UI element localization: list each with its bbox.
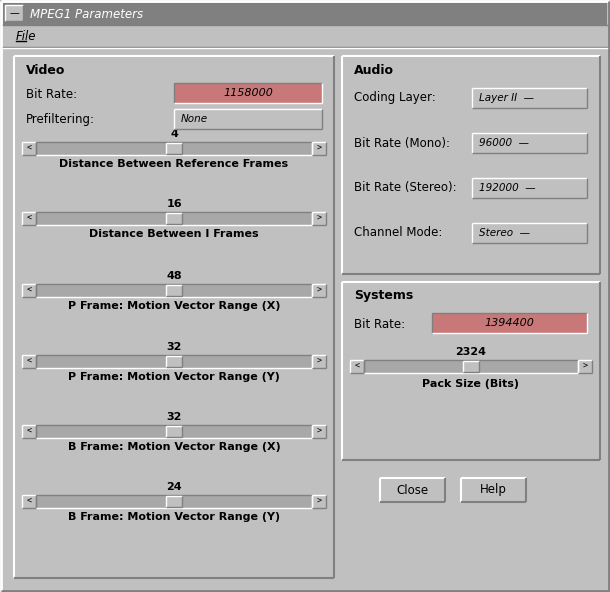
Bar	[166, 426, 182, 437]
Text: Bit Rate:: Bit Rate:	[26, 88, 77, 101]
Text: 16: 16	[166, 199, 182, 209]
Bar	[312, 425, 326, 438]
Bar	[342, 56, 600, 274]
Text: <: <	[26, 214, 32, 223]
Bar	[5, 5, 23, 21]
Text: 24: 24	[166, 482, 182, 492]
Bar	[312, 495, 326, 508]
Text: Channel Mode:: Channel Mode:	[354, 227, 442, 240]
Bar	[22, 142, 36, 155]
Text: Close: Close	[396, 484, 429, 497]
Text: Coding Layer:: Coding Layer:	[354, 92, 436, 105]
Bar	[312, 142, 326, 155]
Bar	[174, 109, 322, 129]
Text: Pack Size (Bits): Pack Size (Bits)	[423, 379, 520, 389]
Text: >: >	[317, 144, 321, 153]
Text: >: >	[317, 427, 321, 436]
Text: Bit Rate:: Bit Rate:	[354, 317, 405, 330]
Text: 1158000: 1158000	[223, 88, 273, 98]
Text: 192000  —: 192000 —	[479, 183, 536, 193]
Text: <: <	[26, 357, 32, 366]
Text: 1394400: 1394400	[484, 318, 534, 328]
Text: >: >	[583, 362, 587, 371]
Text: 96000  —: 96000 —	[479, 138, 529, 148]
Bar	[3, 3, 607, 25]
Text: 2324: 2324	[456, 347, 487, 357]
Bar	[312, 212, 326, 225]
Bar	[14, 56, 334, 578]
Text: Layer II  —: Layer II —	[479, 93, 534, 103]
Bar	[472, 223, 587, 243]
Bar	[432, 313, 587, 333]
Bar	[472, 178, 587, 198]
Bar	[36, 425, 312, 438]
Text: —: —	[9, 8, 19, 18]
Bar	[22, 355, 36, 368]
Text: Help: Help	[480, 484, 507, 497]
Bar	[166, 143, 182, 154]
Bar	[380, 478, 445, 502]
Bar	[463, 361, 479, 372]
Text: 4: 4	[170, 129, 178, 139]
Bar	[3, 25, 607, 47]
Text: <: <	[26, 427, 32, 436]
Text: File: File	[16, 30, 37, 43]
Text: <: <	[26, 286, 32, 295]
Bar	[364, 360, 578, 373]
Bar	[342, 282, 600, 460]
Text: >: >	[317, 286, 321, 295]
Bar	[22, 495, 36, 508]
Text: MPEG1 Parameters: MPEG1 Parameters	[30, 8, 143, 21]
Text: Distance Between Reference Frames: Distance Between Reference Frames	[59, 159, 289, 169]
Bar	[166, 496, 182, 507]
Bar	[36, 142, 312, 155]
Bar	[472, 88, 587, 108]
Bar	[578, 360, 592, 373]
Bar	[166, 285, 182, 296]
Text: Bit Rate (Mono):: Bit Rate (Mono):	[354, 137, 450, 150]
Text: >: >	[317, 357, 321, 366]
Text: 32: 32	[167, 412, 182, 422]
Text: B Frame: Motion Vector Range (X): B Frame: Motion Vector Range (X)	[68, 442, 281, 452]
Text: B Frame: Motion Vector Range (Y): B Frame: Motion Vector Range (Y)	[68, 512, 280, 522]
Text: Distance Between I Frames: Distance Between I Frames	[89, 229, 259, 239]
Text: Systems: Systems	[354, 289, 413, 303]
Bar	[22, 212, 36, 225]
Text: <: <	[354, 362, 359, 371]
Text: P Frame: Motion Vector Range (X): P Frame: Motion Vector Range (X)	[68, 301, 280, 311]
Text: 48: 48	[166, 271, 182, 281]
Bar	[36, 212, 312, 225]
Text: None: None	[181, 114, 208, 124]
Bar	[36, 355, 312, 368]
Bar	[312, 355, 326, 368]
Bar	[166, 356, 182, 367]
Text: >: >	[317, 497, 321, 506]
Bar	[174, 83, 322, 103]
Text: Video: Video	[26, 63, 65, 76]
Text: Bit Rate (Stereo):: Bit Rate (Stereo):	[354, 182, 457, 195]
Bar	[22, 425, 36, 438]
Text: P Frame: Motion Vector Range (Y): P Frame: Motion Vector Range (Y)	[68, 372, 280, 382]
Bar	[350, 360, 364, 373]
Text: Audio: Audio	[354, 63, 394, 76]
Bar	[312, 284, 326, 297]
Bar	[461, 478, 526, 502]
Bar	[166, 213, 182, 224]
Bar	[22, 284, 36, 297]
Text: <: <	[26, 144, 32, 153]
Text: <: <	[26, 497, 32, 506]
Text: 32: 32	[167, 342, 182, 352]
Bar	[36, 495, 312, 508]
Text: >: >	[317, 214, 321, 223]
Text: Prefiltering:: Prefiltering:	[26, 112, 95, 126]
Text: Stereo  —: Stereo —	[479, 228, 530, 238]
Bar	[36, 284, 312, 297]
Bar	[472, 133, 587, 153]
